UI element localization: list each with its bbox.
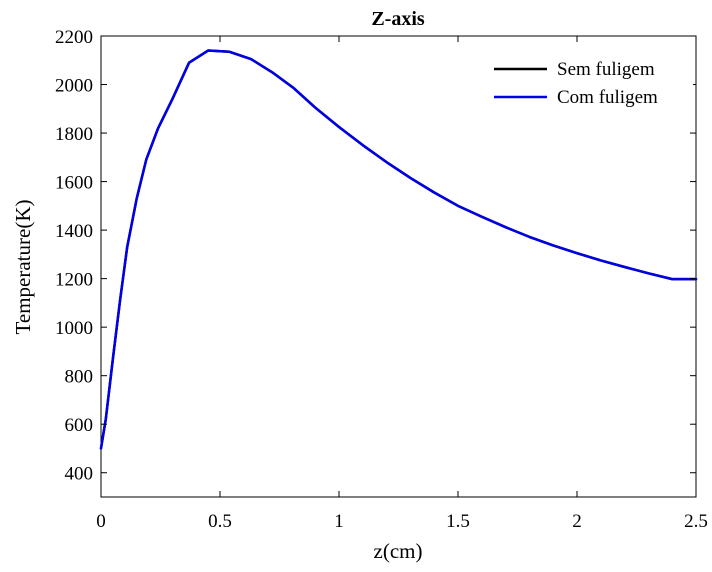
y-tick-label: 1400 [55, 221, 93, 242]
ticks-layer: 0 0.5 1 1.5 2 2.5 400 600 800 1000 1200 1400 1600 180… [55, 27, 708, 532]
y-tick-label: 600 [65, 415, 94, 436]
x-tick-label: 2.5 [684, 511, 708, 532]
y-tick-label: 1800 [55, 124, 93, 145]
plot-frame [100, 35, 697, 498]
y-tick-label: 2200 [55, 27, 93, 48]
y-axis-label: Temperature(K) [11, 200, 35, 335]
x-tick-label: 1.5 [446, 511, 470, 532]
y-tick-label: 2000 [55, 76, 93, 97]
y-tick-label: 1200 [55, 270, 93, 291]
x-axis-label: z(cm) [374, 539, 423, 563]
legend-label-sem-fuligem: Sem fuligem [557, 59, 655, 80]
x-tick-label: 1 [334, 511, 344, 532]
y-tick-label: 800 [65, 367, 94, 388]
y-tick-label: 400 [65, 464, 94, 485]
x-tick-label: 2 [572, 511, 582, 532]
legend-box [477, 46, 693, 120]
series-line-com-fuligem [99, 49, 698, 450]
x-tick-label: 0.5 [208, 511, 232, 532]
y-tick-label: 1000 [55, 318, 93, 339]
series-layer [99, 49, 698, 450]
y-tick-label: 1600 [55, 173, 93, 194]
legend-label-com-fuligem: Com fuligem [557, 87, 658, 108]
legend: Sem fuligem Com fuligem [477, 46, 693, 120]
chart-title: Z-axis [371, 8, 425, 30]
x-tick-label: 0 [96, 511, 106, 532]
plot-area [100, 35, 697, 498]
